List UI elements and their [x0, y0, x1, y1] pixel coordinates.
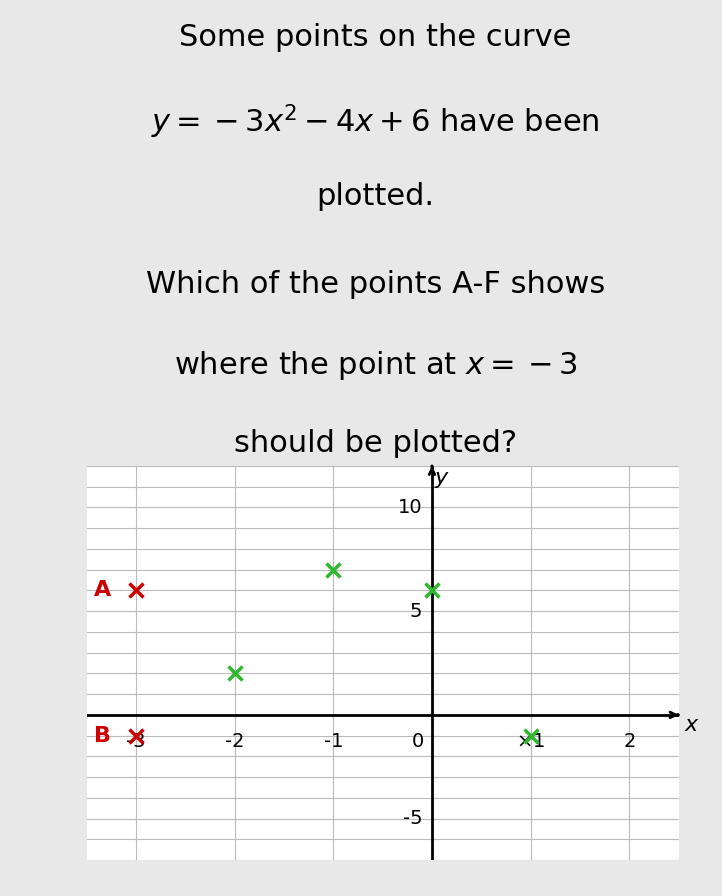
Text: Which of the points A-F shows: Which of the points A-F shows [146, 271, 605, 299]
Text: where the point at $x = -3$: where the point at $x = -3$ [174, 349, 577, 383]
Text: $y = -3x^2 - 4x + 6$ have been: $y = -3x^2 - 4x + 6$ have been [151, 102, 600, 141]
Text: should be plotted?: should be plotted? [234, 428, 517, 458]
Text: -3: -3 [126, 731, 146, 751]
Text: B: B [95, 726, 111, 745]
Text: A: A [94, 581, 111, 600]
Text: -1: -1 [323, 731, 343, 751]
Text: plotted.: plotted. [316, 182, 435, 211]
Text: 2: 2 [623, 731, 635, 751]
Text: Some points on the curve: Some points on the curve [179, 23, 572, 52]
Text: 10: 10 [398, 498, 422, 517]
Text: $x$: $x$ [684, 715, 700, 736]
Text: $\times$1: $\times$1 [516, 731, 545, 751]
Text: 0: 0 [412, 731, 424, 751]
Text: 5: 5 [409, 602, 422, 621]
Text: -5: -5 [402, 809, 422, 828]
Text: $y$: $y$ [434, 470, 450, 490]
Text: -2: -2 [225, 731, 245, 751]
